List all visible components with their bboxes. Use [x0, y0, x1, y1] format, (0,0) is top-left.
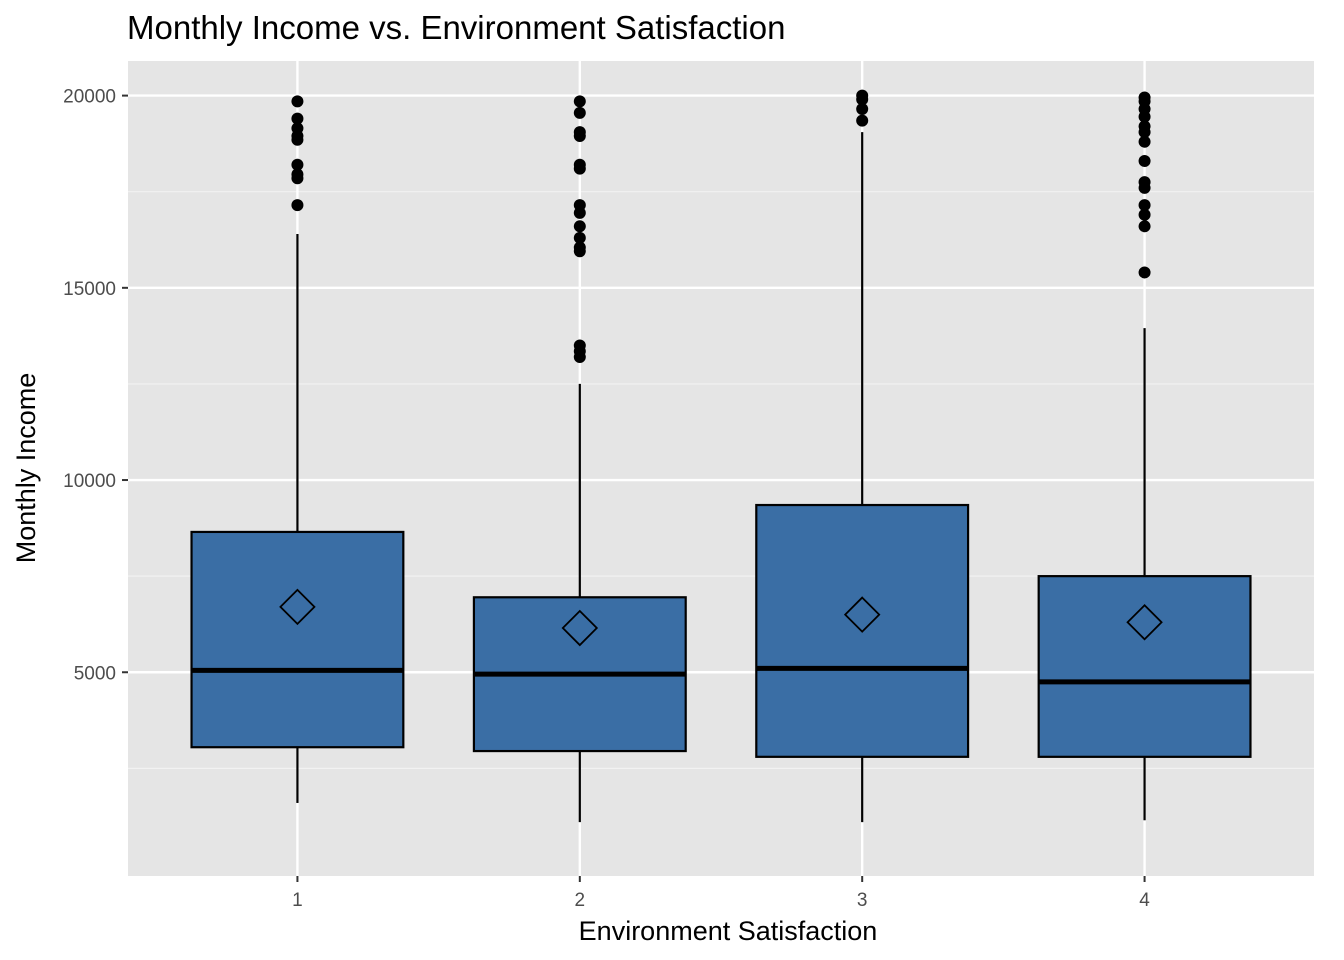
outlier-point [1138, 176, 1151, 189]
y-axis-title: Monthly Income [11, 373, 41, 564]
x-axis-title: Environment Satisfaction [579, 916, 878, 946]
iqr-box [190, 530, 405, 749]
outlier-point [573, 95, 586, 108]
chart-title: Monthly Income vs. Environment Satisfact… [127, 9, 785, 46]
outlier-point [1138, 135, 1151, 148]
box-plots [190, 89, 1252, 823]
outlier-point [1138, 154, 1151, 167]
box-group-4 [1037, 91, 1252, 821]
outlier-point [856, 103, 869, 116]
outlier-point [1138, 220, 1151, 233]
outlier-point [1138, 208, 1151, 221]
y-tick-label: 20000 [63, 87, 116, 108]
outlier-point [1138, 266, 1151, 279]
outlier-point [1138, 120, 1151, 133]
mean-marker [561, 609, 599, 647]
mean-marker [279, 588, 316, 626]
outlier-point [291, 112, 304, 125]
outlier-point [1138, 199, 1151, 212]
x-axis-ticks: 1 2 3 4 [292, 876, 1150, 911]
outlier-point [573, 339, 586, 352]
outlier-point [856, 89, 869, 102]
outlier-point [573, 106, 586, 119]
outlier-point [856, 114, 869, 127]
iqr-box [1037, 575, 1252, 758]
x-tick-label: 1 [292, 890, 303, 911]
box-group-3 [755, 89, 970, 823]
x-tick-label: 3 [857, 890, 868, 911]
outlier-point [291, 158, 304, 171]
y-tick-label: 15000 [63, 279, 116, 300]
mean-marker [1126, 604, 1163, 641]
outlier-point [573, 220, 586, 233]
outlier-point [1138, 91, 1151, 104]
outlier-point [573, 126, 586, 139]
outlier-point [573, 231, 586, 244]
y-tick-label: 5000 [74, 663, 116, 684]
outlier-point [291, 168, 304, 181]
outlier-point [291, 95, 304, 108]
outlier-point [291, 199, 304, 212]
outlier-point [573, 158, 586, 171]
y-tick-label: 10000 [63, 471, 116, 492]
box-group-2 [472, 95, 687, 823]
outlier-point [573, 241, 586, 254]
y-axis-ticks: 5000 10000 15000 20000 [63, 87, 128, 684]
x-tick-label: 4 [1139, 890, 1150, 911]
x-tick-label: 2 [575, 890, 586, 911]
box-group-1 [190, 95, 405, 803]
outlier-point [291, 122, 304, 135]
mean-marker [843, 596, 881, 633]
outlier-point [573, 199, 586, 212]
